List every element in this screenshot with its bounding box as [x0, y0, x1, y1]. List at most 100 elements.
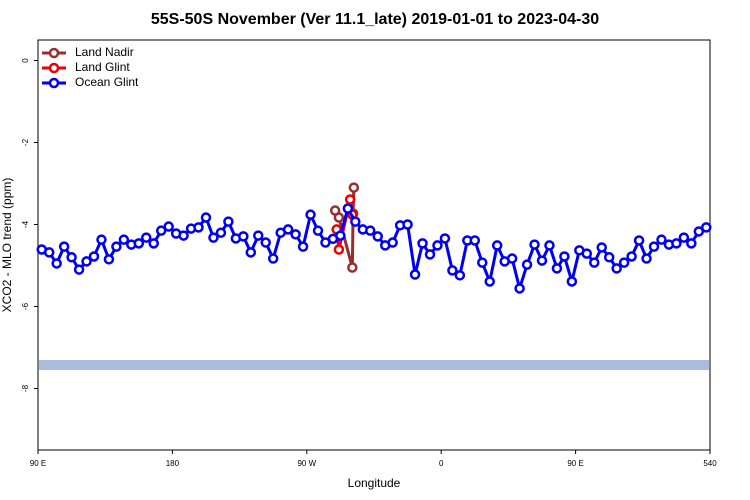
y-axis-label: XCO2 - MLO trend (ppm): [0, 178, 14, 313]
point: [312, 225, 324, 236]
y-tick-label: -8: [21, 384, 30, 392]
point: [51, 258, 62, 269]
point: [58, 241, 70, 252]
point: [350, 216, 361, 227]
point: [111, 241, 122, 252]
point: [678, 232, 690, 243]
point: [96, 234, 107, 245]
point: [603, 252, 615, 263]
point: [671, 238, 682, 249]
point: [491, 240, 503, 251]
point: [387, 237, 398, 248]
point: [88, 251, 100, 262]
point: [305, 209, 316, 220]
point: [215, 227, 227, 238]
x-tick-label: 90 E: [30, 459, 46, 468]
point: [208, 232, 219, 243]
point: [648, 241, 660, 252]
point: [596, 242, 607, 253]
point: [589, 257, 600, 268]
point: [282, 224, 294, 235]
point: [521, 259, 533, 270]
point: [365, 225, 376, 236]
point: [506, 253, 518, 264]
point: [432, 240, 443, 251]
point: [297, 241, 309, 252]
point: [469, 235, 481, 246]
point: [73, 264, 85, 275]
y-tick-label: 0: [21, 58, 30, 63]
surface-band: [39, 360, 709, 370]
point: [163, 221, 174, 232]
point: [333, 212, 345, 223]
legend-label: Land Nadir: [75, 45, 134, 59]
point: [566, 276, 578, 287]
y-tick-label: -6: [21, 302, 30, 310]
point: [477, 257, 488, 268]
point: [141, 232, 152, 243]
legend-marker: [48, 47, 60, 59]
chart-title: 55S-50S November (Ver 11.1_late) 2019-01…: [151, 11, 599, 28]
point: [290, 229, 301, 240]
legend-label: Land Glint: [75, 60, 130, 74]
point: [253, 230, 264, 241]
x-tick-label: 90 W: [297, 459, 316, 468]
point: [267, 253, 279, 264]
point: [133, 238, 145, 249]
point: [447, 265, 458, 276]
point: [333, 244, 345, 255]
point: [581, 248, 593, 259]
point: [348, 182, 360, 193]
y-tick-label: -2: [21, 138, 30, 146]
point: [626, 251, 637, 262]
x-tick-label: 540: [703, 459, 717, 468]
x-tick-label: 180: [166, 459, 180, 468]
point: [439, 233, 451, 244]
x-tick-label: 0: [439, 459, 444, 468]
point: [536, 255, 548, 266]
point: [551, 263, 563, 274]
point: [611, 263, 622, 274]
point: [656, 234, 667, 245]
point: [641, 253, 652, 264]
point: [559, 251, 570, 262]
point: [618, 257, 630, 268]
point: [417, 238, 428, 249]
point: [43, 247, 55, 258]
point: [424, 249, 436, 260]
legend-marker: [48, 62, 60, 74]
legend-label: Ocean Glint: [75, 75, 139, 89]
point: [484, 276, 495, 287]
point: [118, 234, 130, 245]
point: [66, 252, 77, 263]
point: [701, 222, 712, 233]
plot-frame: [37, 39, 711, 451]
point: [514, 283, 525, 294]
point: [372, 231, 383, 242]
point: [148, 238, 159, 249]
point: [260, 237, 271, 248]
x-axis-label: Longitude: [348, 476, 401, 490]
point: [245, 247, 257, 258]
point: [193, 222, 204, 233]
point: [103, 254, 115, 265]
point: [200, 212, 212, 223]
point: [223, 216, 234, 227]
point: [178, 230, 189, 241]
point: [693, 226, 705, 237]
point: [409, 269, 421, 280]
point: [342, 203, 354, 214]
x-tick-label: 90 E: [567, 459, 583, 468]
point: [335, 230, 346, 241]
point: [81, 256, 92, 267]
point: [686, 238, 697, 249]
point: [454, 270, 466, 281]
point: [633, 235, 645, 246]
point: [238, 231, 249, 242]
point: [344, 194, 356, 205]
legend-marker: [48, 77, 60, 89]
point: [544, 240, 555, 251]
point: [155, 225, 167, 236]
point: [347, 262, 358, 273]
